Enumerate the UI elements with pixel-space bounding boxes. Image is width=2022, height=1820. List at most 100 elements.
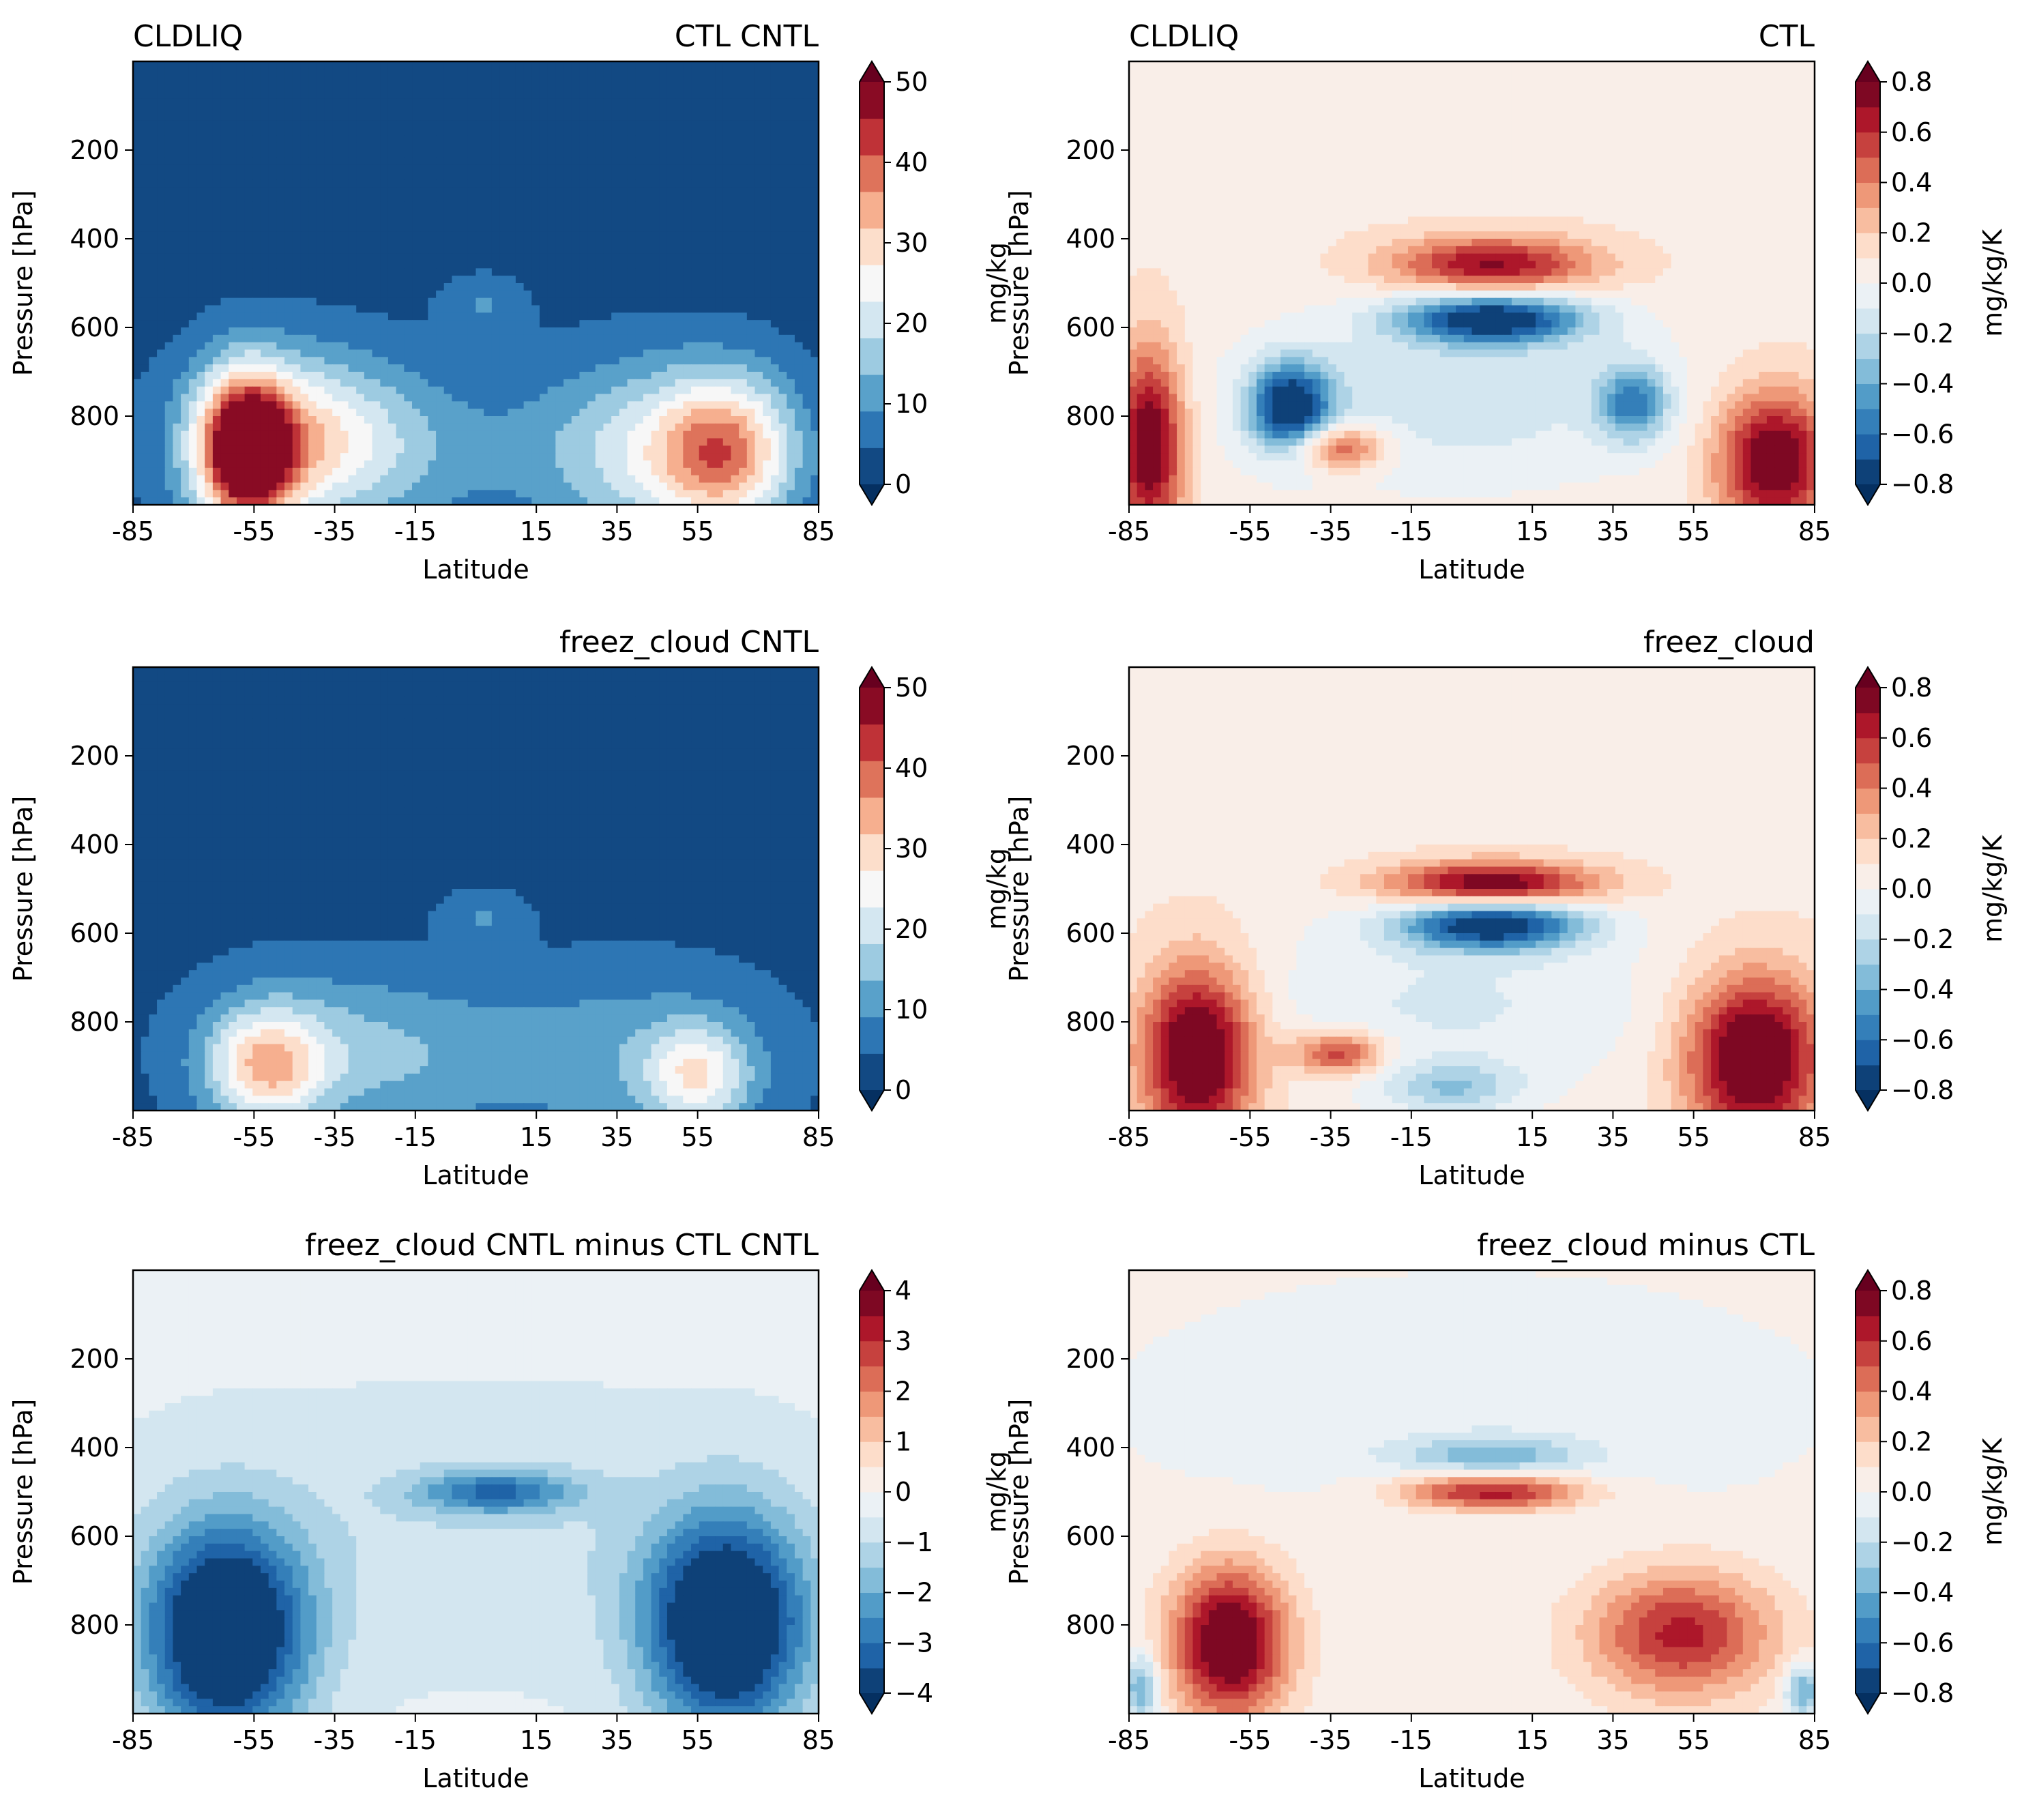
contour-cell: [157, 106, 165, 113]
contour-cell: [563, 143, 572, 150]
contour-cell: [468, 173, 476, 180]
contour-cell: [787, 61, 795, 69]
contour-cell: [237, 121, 245, 128]
contour-cell: [731, 165, 739, 173]
contour-cell: [524, 98, 532, 106]
contour-cell: [731, 76, 739, 84]
contour-cell: [372, 179, 381, 187]
contour-cell: [205, 179, 213, 187]
contour-cell: [404, 121, 412, 128]
contour-cell: [245, 179, 253, 187]
contour-cell: [428, 106, 436, 113]
contour-cell: [628, 135, 636, 143]
contour-cell: [141, 84, 149, 91]
contour-cell: [340, 135, 349, 143]
contour-cell: [516, 158, 524, 165]
contour-cell: [508, 76, 516, 84]
contour-cell: [531, 91, 540, 98]
contour-cell: [524, 113, 532, 121]
contour-cell: [444, 165, 452, 173]
contour-cell: [173, 84, 181, 91]
contour-cell: [229, 69, 237, 76]
contour-cell: [659, 158, 667, 165]
contour-cell: [667, 98, 675, 106]
contour-cell: [380, 173, 388, 180]
contour-cell: [667, 143, 675, 150]
contour-cell: [531, 61, 540, 69]
contour-cell: [563, 69, 572, 76]
contour-cell: [364, 91, 372, 98]
contour-cell: [388, 150, 396, 158]
contour-cell: [436, 143, 444, 150]
contour-cell: [372, 106, 381, 113]
contour-cell: [619, 135, 628, 143]
contour-cell: [779, 173, 787, 180]
contour-cell: [563, 106, 572, 113]
contour-cell: [165, 98, 173, 106]
contour-cell: [771, 135, 779, 143]
contour-cell: [516, 113, 524, 121]
contour-cell: [141, 106, 149, 113]
contour-cell: [196, 61, 205, 69]
contour-cell: [747, 128, 755, 136]
contour-cell: [340, 84, 349, 91]
contour-cell: [372, 61, 381, 69]
contour-cell: [468, 143, 476, 150]
contour-cell: [779, 106, 787, 113]
contour-cell: [787, 150, 795, 158]
contour-cell: [189, 98, 197, 106]
contour-cell: [651, 61, 660, 69]
contour-cell: [691, 69, 699, 76]
contour-cell: [261, 135, 269, 143]
contour-cell: [763, 106, 771, 113]
contour-cell: [237, 143, 245, 150]
contour-cell: [771, 91, 779, 98]
contour-cell: [628, 98, 636, 106]
contour-cell: [500, 135, 508, 143]
contour-cell: [261, 179, 269, 187]
contour-cell: [332, 98, 340, 106]
contour-cell: [269, 143, 277, 150]
contour-cell: [173, 91, 181, 98]
contour-cell: [524, 135, 532, 143]
contour-cell: [269, 121, 277, 128]
contour-cell: [157, 135, 165, 143]
contour-cell: [173, 113, 181, 121]
contour-cell: [476, 179, 484, 187]
contour-cell: [468, 135, 476, 143]
contour-cell: [803, 76, 811, 84]
contour-cell: [739, 98, 747, 106]
contour-cell: [723, 165, 731, 173]
contour-cell: [611, 173, 619, 180]
contour-cell: [196, 98, 205, 106]
contour-cell: [795, 69, 803, 76]
contour-cell: [563, 150, 572, 158]
contour-cell: [508, 150, 516, 158]
contour-cell: [555, 150, 563, 158]
contour-cell: [755, 165, 763, 173]
contour-cell: [444, 179, 452, 187]
contour-cell: [388, 91, 396, 98]
contour-cell: [420, 135, 428, 143]
contour-cell: [596, 173, 604, 180]
contour-cell: [245, 98, 253, 106]
contour-cell: [420, 150, 428, 158]
contour-cell: [691, 113, 699, 121]
contour-cell: [540, 106, 548, 113]
contour-cell: [531, 69, 540, 76]
contour-cell: [699, 165, 707, 173]
contour-cell: [659, 91, 667, 98]
contour-cell: [452, 98, 460, 106]
contour-cell: [795, 84, 803, 91]
contour-cell: [349, 84, 357, 91]
contour-cell: [420, 121, 428, 128]
contour-cell: [452, 143, 460, 150]
contour-cell: [699, 158, 707, 165]
contour-cell: [643, 113, 651, 121]
contour-cell: [412, 61, 420, 69]
contour-cell: [707, 69, 715, 76]
contour-cell: [747, 121, 755, 128]
contour-cell: [651, 84, 660, 91]
contour-cell: [516, 173, 524, 180]
contour-cell: [763, 84, 771, 91]
